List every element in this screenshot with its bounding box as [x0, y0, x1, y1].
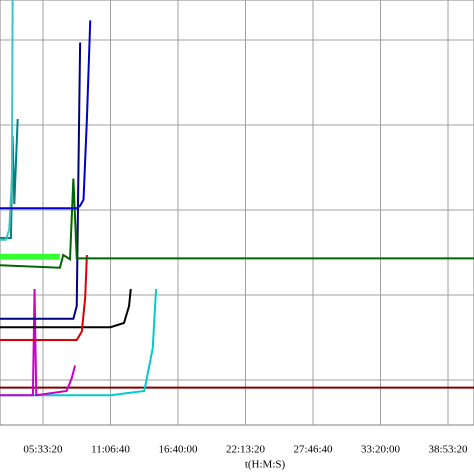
x-tick-label: 05:33:20: [23, 444, 63, 456]
x-axis-label: t(H:M:S): [245, 459, 286, 471]
series-line: [0, 0, 14, 241]
series-line: [0, 254, 88, 341]
x-tick-label: 16:40:00: [158, 444, 198, 456]
series-line: [0, 288, 132, 329]
x-tick-label: 38:53:20: [428, 444, 468, 456]
x-tick-label: 33:20:00: [361, 444, 401, 456]
series-line: [0, 178, 474, 269]
series-line: [0, 288, 158, 397]
x-tick-label: 22:13:20: [226, 444, 266, 456]
series-line: [0, 42, 82, 320]
x-tick-label: 11:06:40: [91, 444, 130, 456]
series-line: [0, 288, 77, 397]
series-line: [0, 20, 92, 210]
x-tick-label: 27:46:40: [293, 444, 333, 456]
